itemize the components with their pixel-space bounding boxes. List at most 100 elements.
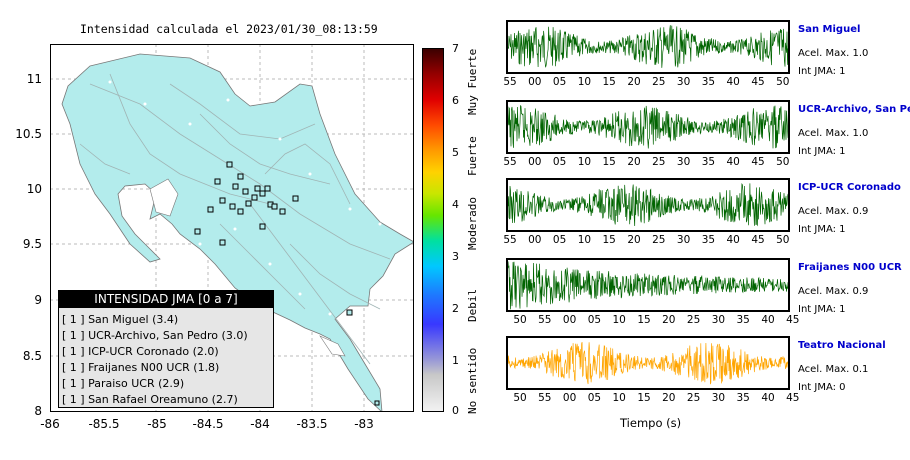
waveform-tick: 45 [786, 314, 800, 326]
colorbar-label-muy-fuerte: Muy Fuerte [466, 48, 479, 115]
colorbar-tick: 3 [452, 250, 459, 263]
waveform-panel [506, 258, 790, 312]
waveform-tick: 10 [577, 76, 592, 88]
station-acel-max: Acel. Max. 0.9 [798, 206, 869, 217]
station-name: Teatro Nacional [798, 340, 886, 351]
waveform-tick: 00 [562, 314, 577, 326]
waveform-tick: 30 [676, 76, 691, 88]
station-acel-max: Acel. Max. 0.1 [798, 364, 869, 375]
colorbar-tick: 1 [452, 354, 459, 367]
waveform-tick: 20 [627, 234, 641, 246]
waveform-trace [507, 25, 789, 68]
colorbar-label-no-sentido: No sentido [466, 347, 479, 414]
waveform-tick: 50 [513, 392, 527, 404]
waveform-panel [506, 336, 790, 390]
colorbar-tick: 4 [452, 198, 459, 211]
waveform-tick: 10 [612, 392, 626, 404]
waveform-tick: 55 [538, 392, 552, 404]
station-int-jma: Int JMA: 1 [798, 66, 846, 77]
map-xtick: -84.5 [192, 417, 224, 431]
waveform-trace [507, 182, 789, 227]
colorbar-tick: 2 [452, 302, 459, 315]
waveform-tick: 25 [652, 156, 666, 168]
map-roads [79, 73, 391, 365]
map-ytick: 8.5 [22, 349, 42, 363]
waveform-tick: 15 [602, 76, 616, 88]
waveform-tick: 45 [751, 156, 765, 168]
map-ytick: 8 [34, 404, 42, 418]
station-int-jma: Int JMA: 1 [798, 304, 846, 315]
map-ytick: 9 [34, 293, 42, 307]
waveform-tick: 50 [513, 314, 527, 326]
waveform-tick: 45 [786, 392, 800, 404]
station-markers [194, 161, 380, 406]
waveform-tick: 40 [726, 76, 740, 88]
waveform-tick: 05 [552, 156, 567, 168]
waveform-tick: 30 [711, 392, 726, 404]
waveform-tick: 35 [701, 156, 716, 168]
station-acel-max: Acel. Max. 0.9 [798, 286, 869, 297]
waveform-panel [506, 20, 790, 74]
legend-item: [ 1 ] San Miguel (3.4) [62, 313, 179, 326]
waveform-tick: 00 [528, 156, 542, 168]
station-name: ICP-UCR Coronado [798, 182, 901, 193]
waveform-tick: 10 [577, 156, 592, 168]
waveform-tick: 15 [602, 156, 616, 168]
waveform-tick: 55 [538, 314, 552, 326]
map-ytick: 9.5 [22, 237, 42, 251]
waveform-tick: 25 [652, 234, 666, 246]
station-name: UCR-Archivo, San Pedro [798, 104, 910, 115]
waveform-trace [507, 261, 789, 310]
map-ytick: 11 [26, 72, 42, 86]
waveform-tick: 15 [602, 234, 616, 246]
waveform-tick: 20 [627, 156, 641, 168]
map-ytick: 10.5 [15, 127, 42, 141]
station-acel-max: Acel. Max. 1.0 [798, 128, 869, 139]
legend-item: [ 1 ] ICP-UCR Coronado (2.0) [62, 345, 219, 358]
colorbar-tick: 6 [452, 94, 459, 107]
map-xtick: -85 [147, 417, 167, 431]
waveform-tick: 55 [503, 76, 517, 88]
waveform-tick: 35 [701, 234, 716, 246]
waveform-tick: 10 [612, 314, 626, 326]
station-int-jma: Int JMA: 1 [798, 224, 846, 235]
waveform-tick: 40 [761, 392, 775, 404]
map-xtick: -86 [40, 417, 60, 431]
waveform-tick: 40 [726, 234, 740, 246]
waveform-tick: 15 [637, 314, 651, 326]
map-title: Intensidad calculada el 2023/01/30_08:13… [80, 22, 378, 36]
waveform-tick: 20 [662, 314, 676, 326]
costa-rica-landmass [61, 53, 414, 412]
map-xtick: -84 [250, 417, 270, 431]
map-city-dots [108, 80, 382, 376]
colorbar-label-moderado: Moderado [466, 197, 479, 250]
waveform-tick: 25 [686, 392, 701, 404]
waveform-trace [507, 341, 789, 385]
station-int-jma: Int JMA: 0 [798, 382, 846, 393]
waveform-tick: 55 [503, 156, 517, 168]
waveform-tick: 00 [528, 76, 542, 88]
waveform-xlabel: Tiempo (s) [620, 416, 682, 430]
waveform-trace [507, 105, 789, 149]
waveform-panel [506, 178, 790, 232]
map-xtick: -83 [354, 417, 374, 431]
waveform-tick: 50 [776, 76, 790, 88]
waveform-tick: 25 [686, 314, 701, 326]
waveform-tick: 05 [587, 392, 602, 404]
legend-item: [ 1 ] Fraijanes N00 UCR (1.8) [62, 361, 220, 374]
legend-item: [ 1 ] Paraiso UCR (2.9) [62, 377, 185, 390]
waveform-tick: 30 [711, 314, 726, 326]
waveform-tick: 50 [776, 234, 790, 246]
waveform-tick: 35 [701, 76, 716, 88]
waveform-tick: 35 [736, 392, 750, 404]
intensity-legend [58, 290, 274, 408]
waveform-tick: 00 [528, 234, 542, 246]
colorbar-tick: 7 [452, 42, 459, 55]
colorbar-tick: 5 [452, 146, 459, 159]
waveform-tick: 40 [761, 314, 775, 326]
colorbar-label-debil: Debil [466, 288, 479, 322]
waveform-panel [506, 100, 790, 154]
intensity-colorbar [422, 48, 444, 412]
map-xtick: -83.5 [296, 417, 328, 431]
colorbar-tick: 0 [452, 404, 459, 417]
